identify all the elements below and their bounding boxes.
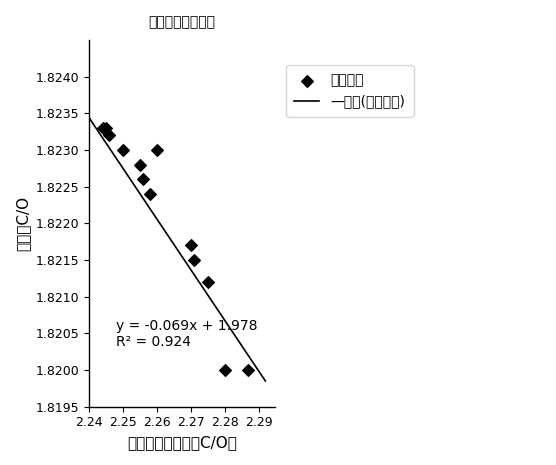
- 拟合数据: [152, 146, 161, 153]
- —线性(拟合数据): [191, 272, 197, 277]
- 拟合数据: [220, 366, 229, 374]
- —线性(拟合数据): [245, 353, 252, 359]
- —线性(拟合数据): [234, 337, 241, 342]
- 拟合数据: [186, 242, 195, 249]
- 拟合数据: [244, 366, 253, 374]
- 拟合数据: [146, 190, 155, 198]
- Line: —线性(拟合数据): —线性(拟合数据): [89, 118, 265, 381]
- 拟合数据: [203, 278, 212, 286]
- —线性(拟合数据): [193, 276, 200, 282]
- 拟合数据: [118, 146, 127, 153]
- 拟合数据: [136, 161, 145, 168]
- —线性(拟合数据): [190, 271, 197, 276]
- —线性(拟合数据): [86, 116, 93, 121]
- 拟合数据: [105, 132, 114, 139]
- Text: y = -0.069x + 1.978
R² = 0.924: y = -0.069x + 1.978 R² = 0.924: [116, 319, 257, 349]
- Legend: 拟合数据, —线性(拟合数据): 拟合数据, —线性(拟合数据): [286, 65, 414, 117]
- Title: 环空流体校正方法: 环空流体校正方法: [149, 15, 216, 29]
- Y-axis label: 标准层C/O: 标准层C/O: [15, 196, 30, 251]
- 拟合数据: [102, 124, 111, 132]
- 拟合数据: [190, 256, 198, 264]
- —线性(拟合数据): [86, 115, 92, 120]
- 拟合数据: [139, 176, 148, 183]
- X-axis label: 受环空流体层影响C/O值: 受环空流体层影响C/O值: [127, 435, 237, 450]
- —线性(拟合数据): [262, 378, 269, 384]
- 拟合数据: [98, 124, 107, 132]
